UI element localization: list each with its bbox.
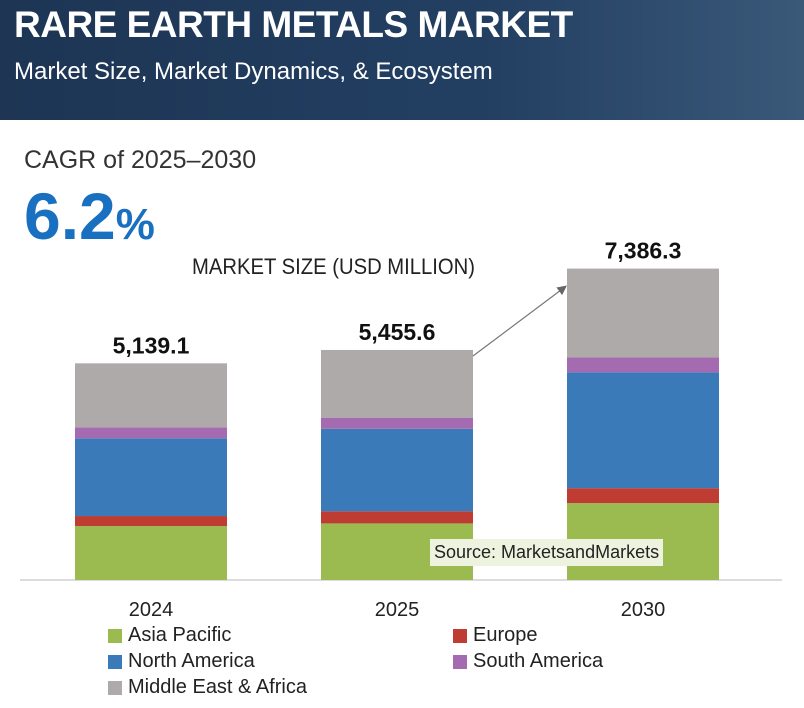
legend-label: Middle East & Africa [128,676,307,698]
bar-segment-2030-middle-east-africa [567,268,719,358]
legend-item: Middle East & Africa [108,676,307,699]
legend-label: Asia Pacific [128,624,232,646]
legend-swatch [108,628,122,643]
legend-label: Europe [473,624,538,646]
bar-segment-2025-middle-east-africa [321,349,473,418]
bar-segment-2024-south-america [75,427,227,439]
page-subtitle: Market Size, Market Dynamics, & Ecosyste… [14,58,493,85]
total-label: 7,386.3 [605,238,682,264]
legend-swatch [108,654,122,669]
bar-segment-2030-europe [567,488,719,504]
page-title: RARE EARTH METALS MARKET [14,4,573,45]
bar-segment-2030-north-america [567,372,719,489]
total-label: 5,455.6 [359,319,436,345]
growth-arrow [472,285,567,357]
bar-segment-2025-south-america [321,417,473,429]
bar-segment-2024-north-america [75,438,227,517]
chart-title: MARKET SIZE (USD MILLION) [192,254,476,279]
total-label: 5,139.1 [113,332,190,358]
legend-item: North America [108,650,255,673]
legend-label: South America [473,650,604,672]
cagr-value: 6.2% [24,178,155,254]
legend-item: Asia Pacific [108,624,231,647]
cagr-unit: % [115,200,155,249]
x-tick-label: 2030 [621,599,666,621]
x-tick-label: 2024 [129,599,174,621]
cagr-label: CAGR of 2025–2030 [24,146,257,174]
bar-segment-2025-europe [321,511,473,524]
legend-item: South America [453,650,603,673]
bar-segment-2030-south-america [567,357,719,373]
cagr-number: 6.2 [24,179,116,253]
bar-segment-2024-middle-east-africa [75,363,227,428]
legend-swatch [108,680,122,695]
bar-segment-2024-asia-pacific [75,526,227,580]
header-banner: RARE EARTH METALS MARKET Market Size, Ma… [0,0,804,120]
legend-item: Europe [453,624,538,647]
x-tick-label: 2025 [375,599,420,621]
legend-swatch [453,654,467,669]
source-label: Source: MarketsandMarkets [430,539,664,566]
bar-segment-2025-north-america [321,428,473,512]
bar-segment-2024-europe [75,516,227,527]
legend-label: North America [128,650,255,672]
legend-swatch [453,628,467,643]
